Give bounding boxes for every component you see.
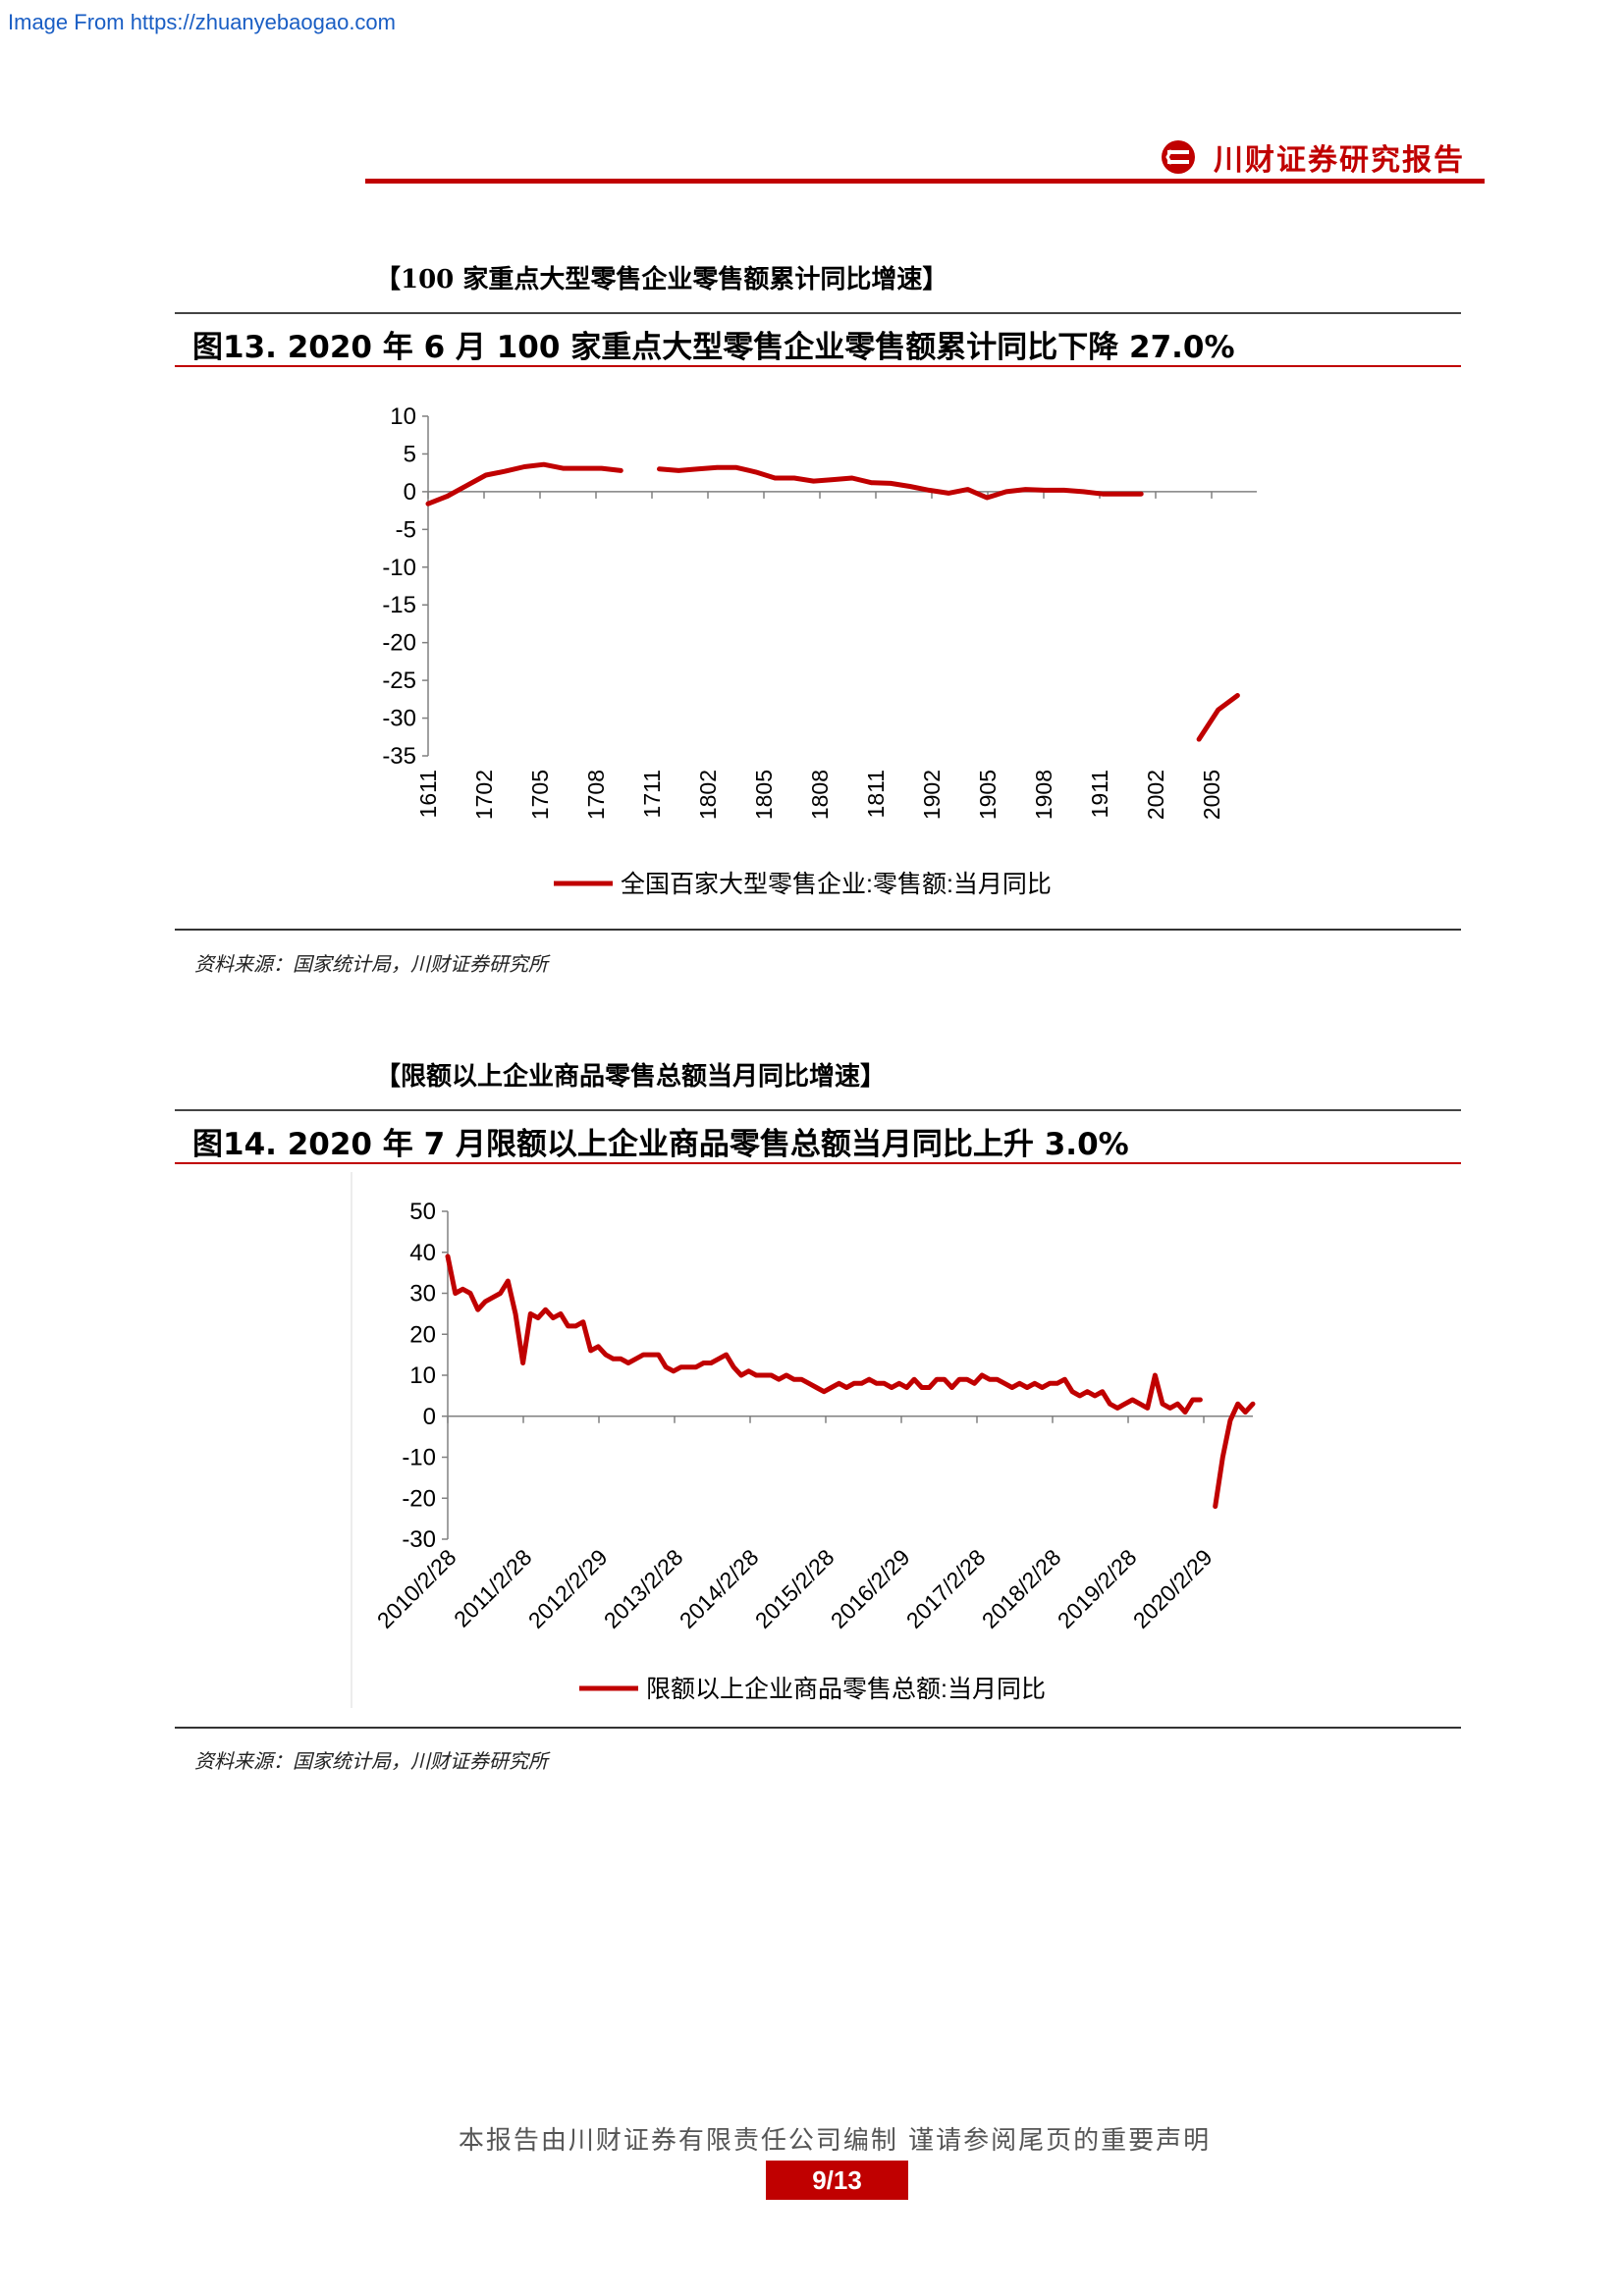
y-tick-label: -35 (382, 743, 416, 770)
brand-header: 川财证券研究报告 (1159, 135, 1465, 179)
x-tick-label: 2016/2/29 (826, 1544, 915, 1633)
legend-label: 全国百家大型零售企业:零售额:当月同比 (621, 871, 1052, 898)
x-tick-label: 1808 (807, 770, 833, 820)
y-tick-label: 0 (404, 479, 416, 506)
series-line (657, 464, 1144, 501)
y-tick-label: -25 (382, 667, 416, 694)
figure13-source: 资料来源：国家统计局，川财证券研究所 (194, 952, 548, 976)
x-tick-label: 1705 (527, 770, 553, 820)
series-line (1213, 1401, 1256, 1510)
y-tick-label: -5 (396, 516, 416, 543)
x-tick-label: 2015/2/28 (750, 1544, 839, 1633)
y-tick-label: -30 (382, 706, 416, 732)
chart-14: 50403020100-10-20-302010/2/282011/2/2820… (351, 1172, 1256, 1708)
y-tick-label: 10 (390, 403, 416, 430)
y-tick-label: 0 (423, 1404, 436, 1430)
x-tick-label: 2010/2/28 (372, 1544, 461, 1633)
y-tick-label: 5 (404, 441, 416, 467)
y-tick-label: -10 (382, 555, 416, 581)
y-tick-label: 20 (409, 1321, 436, 1348)
figure14-bottom-rule (175, 1727, 1461, 1729)
x-tick-label: 1911 (1087, 770, 1112, 818)
y-tick-label: -20 (402, 1485, 436, 1512)
x-tick-label: 1805 (751, 770, 777, 820)
x-tick-label: 1711 (639, 770, 665, 818)
legend-label: 限额以上企业商品零售总额:当月同比 (646, 1676, 1046, 1703)
brand-name: 川财证券研究报告 (1214, 143, 1465, 178)
brand-logo-icon (1162, 140, 1195, 174)
x-tick-label: 1908 (1031, 770, 1056, 820)
y-tick-label: 40 (409, 1240, 436, 1266)
figure14-title-bar: 图14. 2020 年 7 月限额以上企业商品零售总额当月同比上升 3.0% (175, 1109, 1461, 1164)
header-rule (365, 179, 1485, 184)
figure13-title: 图13. 2020 年 6 月 100 家重点大型零售企业零售额累计同比下降 2… (192, 330, 1235, 365)
series-line (445, 1254, 1203, 1415)
y-tick-label: -30 (402, 1526, 436, 1553)
y-tick-label: -20 (382, 630, 416, 657)
source-watermark[interactable]: Image From https://zhuanyebaogao.com (8, 10, 396, 34)
x-tick-label: 1902 (919, 770, 945, 820)
x-tick-label: 2005 (1199, 770, 1224, 820)
figure13-bottom-rule (175, 929, 1461, 931)
y-tick-label: 10 (409, 1362, 436, 1389)
x-tick-label: 1802 (695, 770, 721, 820)
x-tick-label: 2002 (1143, 770, 1168, 820)
x-tick-label: 2012/2/29 (523, 1544, 613, 1633)
figure13-section-heading: 【100 家重点大型零售企业零售额累计同比增速】 (375, 265, 948, 294)
x-tick-label: 1905 (975, 770, 1001, 820)
x-tick-label: 2020/2/29 (1128, 1544, 1218, 1633)
y-tick-label: 30 (409, 1281, 436, 1308)
x-tick-label: 2019/2/28 (1053, 1544, 1142, 1633)
y-tick-label: -15 (382, 592, 416, 618)
x-tick-label: 2014/2/28 (675, 1544, 764, 1633)
x-tick-label: 1702 (471, 770, 497, 820)
x-tick-label: 2017/2/28 (901, 1544, 991, 1633)
series-line (1196, 693, 1240, 742)
y-tick-label: 50 (409, 1199, 436, 1225)
x-tick-label: 2018/2/28 (977, 1544, 1066, 1633)
figure14-section-heading: 【限额以上企业商品零售总额当月同比增速】 (375, 1062, 887, 1092)
x-tick-label: 1611 (415, 770, 441, 818)
figure14-source: 资料来源：国家统计局，川财证券研究所 (194, 1749, 548, 1773)
footer-disclaimer: 本报告由川财证券有限责任公司编制 谨请参阅尾页的重要声明 (458, 2126, 1212, 2156)
series-line (425, 461, 623, 507)
x-tick-label: 1708 (583, 770, 609, 820)
figure14-title: 图14. 2020 年 7 月限额以上企业商品零售总额当月同比上升 3.0% (192, 1127, 1129, 1162)
x-tick-label: 2013/2/28 (599, 1544, 688, 1633)
y-tick-label: -10 (402, 1445, 436, 1471)
x-tick-label: 2011/2/28 (449, 1544, 537, 1632)
page-number: 9/13 (766, 2161, 908, 2200)
x-tick-label: 1811 (863, 770, 889, 818)
figure13-title-bar: 图13. 2020 年 6 月 100 家重点大型零售企业零售额累计同比下降 2… (175, 312, 1461, 367)
